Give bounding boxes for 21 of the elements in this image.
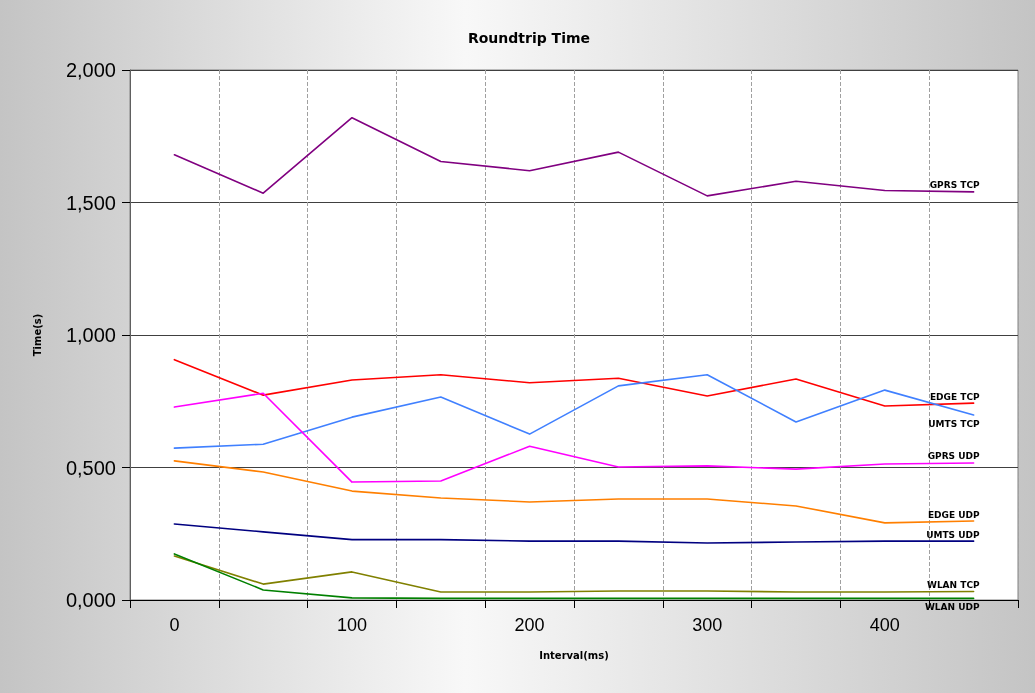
- x-axis-title: Interval(ms): [539, 649, 609, 661]
- y-tick-label: 1,000: [65, 324, 116, 346]
- series-label: EDGE TCP: [929, 391, 980, 402]
- series-label: WLAN TCP: [926, 580, 980, 591]
- y-tick-label: 1,500: [65, 191, 116, 214]
- chart-title: Roundtrip Time: [467, 30, 591, 46]
- y-tick-label: 0,000: [65, 589, 116, 611]
- series-label: UMTS TCP: [928, 418, 980, 429]
- series-label: EDGE UDP: [927, 509, 980, 520]
- series-label: UMTS UDP: [926, 529, 980, 540]
- y-tick-label: 2,000: [65, 59, 116, 81]
- x-tick-label: 200: [514, 615, 545, 635]
- series-label: GPRS TCP: [929, 180, 980, 191]
- x-tick-label: 0: [169, 615, 180, 635]
- y-axis-title: Time(s): [31, 313, 43, 357]
- x-tick-label: 400: [869, 615, 900, 635]
- x-tick-label: 100: [336, 615, 368, 635]
- series-label: GPRS UDP: [927, 451, 980, 462]
- x-tick-label: 300: [692, 615, 723, 635]
- y-tick-label: 0,500: [65, 456, 116, 479]
- series-label: WLAN UDP: [924, 601, 980, 612]
